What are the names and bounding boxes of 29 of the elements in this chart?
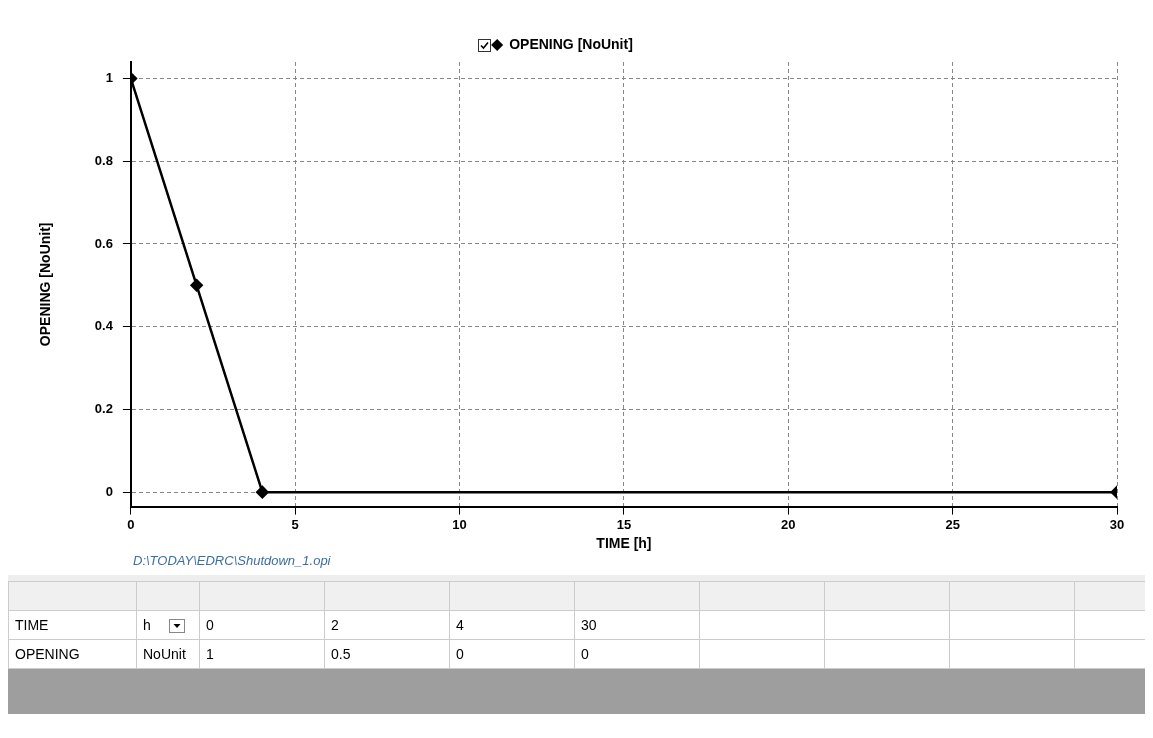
text: OPENING <box>8 639 137 669</box>
text: D:\TODAY\EDRC\Shutdown_1.opi <box>133 553 332 570</box>
text: 0 <box>449 639 575 669</box>
text: TIME <box>8 610 137 640</box>
text: 0.5 <box>324 639 450 669</box>
text: 4 <box>449 610 575 640</box>
x-tick-label: 15 <box>616 516 632 532</box>
y-tick-label: 0.8 <box>94 152 113 168</box>
y-tick-label: 0 <box>105 483 113 499</box>
x-tick-label: 25 <box>945 516 960 532</box>
text: 0 <box>574 639 700 669</box>
y-tick-label: 0.6 <box>94 235 113 251</box>
x-tick-label: 30 <box>1109 516 1125 532</box>
y-tick-label: 0.2 <box>94 400 113 416</box>
text: 0 <box>199 610 325 640</box>
text: NoUnit <box>136 639 200 669</box>
y-tick-label: 1 <box>105 70 113 86</box>
y-axis-title: OPENING [NoUnit] <box>37 222 54 347</box>
text: 2 <box>324 610 450 640</box>
x-tick-label: 5 <box>291 516 299 532</box>
y-tick-label: 0.4 <box>94 318 114 334</box>
x-tick-label: 0 <box>127 516 135 532</box>
legend-label: OPENING [NoUnit] <box>509 35 633 52</box>
x-axis-title: TIME [h] <box>596 535 652 552</box>
text: h <box>136 610 200 640</box>
x-tick-label: 20 <box>781 516 796 532</box>
text: 1 <box>199 639 325 669</box>
text: 30 <box>574 610 700 640</box>
x-tick-label: 10 <box>452 516 467 532</box>
